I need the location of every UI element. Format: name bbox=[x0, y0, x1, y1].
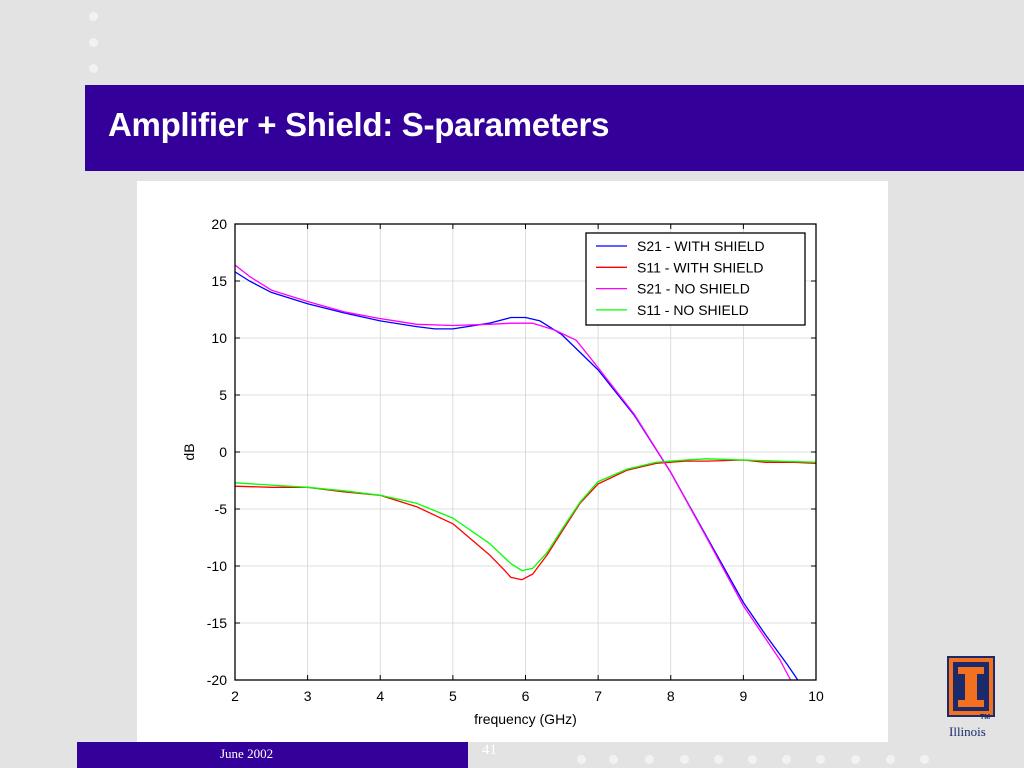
legend-entry: S11 - NO SHIELD bbox=[637, 302, 749, 318]
title-bar bbox=[85, 85, 1024, 171]
x-axis-label: frequency (GHz) bbox=[474, 711, 577, 727]
logo-column-icon bbox=[953, 662, 989, 711]
slide-title: Amplifier + Shield: S-parameters bbox=[108, 106, 610, 143]
x-tick-label: 9 bbox=[739, 688, 747, 704]
y-tick-label: 15 bbox=[211, 273, 227, 289]
y-tick-label: 10 bbox=[211, 330, 227, 346]
decorative-dot bbox=[680, 755, 689, 764]
decorative-dot bbox=[89, 64, 98, 73]
legend: S21 - WITH SHIELD S11 - WITH SHIELD S21 - … bbox=[585, 232, 806, 326]
y-axis-label: dB bbox=[181, 443, 197, 460]
decorative-dot bbox=[816, 755, 825, 764]
y-tick-label: 5 bbox=[219, 387, 227, 403]
legend-entry: S21 - WITH SHIELD bbox=[637, 238, 765, 254]
y-tick-label: -10 bbox=[207, 558, 227, 574]
logo-text: Illinois bbox=[949, 724, 986, 739]
x-tick-label: 7 bbox=[594, 688, 602, 704]
series-line-1 bbox=[235, 271, 799, 680]
decorative-dot bbox=[886, 755, 895, 764]
x-tick-label: 2 bbox=[231, 688, 239, 704]
s-parameter-chart: 2 3 4 5 6 7 8 9 10 20 15 10 5 0 -5 -10 -15 -20 frequency … bbox=[181, 216, 824, 727]
decorative-dot bbox=[89, 38, 98, 47]
decorative-dot bbox=[748, 755, 757, 764]
decorative-dot bbox=[782, 755, 791, 764]
x-tick-label: 4 bbox=[376, 688, 384, 704]
legend-entry: S21 - NO SHIELD bbox=[637, 281, 750, 297]
legend-entry: S11 - WITH SHIELD bbox=[637, 259, 764, 275]
decorative-dot bbox=[609, 755, 618, 764]
y-tick-label: -20 bbox=[207, 672, 227, 688]
y-tick-label: 20 bbox=[211, 216, 227, 232]
y-tick-label: 0 bbox=[219, 444, 227, 460]
plot-panel: 2 3 4 5 6 7 8 9 10 20 15 10 5 0 -5 -10 -15 -20 frequency … bbox=[137, 181, 888, 742]
series-line-4 bbox=[235, 458, 816, 572]
ticks: 2 3 4 5 6 7 8 9 10 20 15 10 5 0 -5 -10 -15 -20 bbox=[207, 216, 824, 704]
x-tick-label: 10 bbox=[808, 688, 824, 704]
logo-trademark: TM bbox=[980, 714, 991, 721]
decorative-dot bbox=[851, 755, 860, 764]
illinois-logo bbox=[947, 656, 995, 717]
decorative-dot bbox=[645, 755, 654, 764]
decorative-dot bbox=[89, 12, 98, 21]
x-tick-label: 5 bbox=[449, 688, 457, 704]
footer-date: June 2002 bbox=[220, 746, 274, 761]
series-lines bbox=[235, 264, 816, 680]
x-tick-label: 6 bbox=[522, 688, 530, 704]
decorative-dot bbox=[920, 755, 929, 764]
column-icon bbox=[958, 667, 984, 707]
y-tick-label: -15 bbox=[207, 615, 227, 631]
decorative-dot bbox=[577, 755, 586, 764]
decorative-dot bbox=[714, 755, 723, 764]
x-tick-label: 3 bbox=[304, 688, 312, 704]
y-tick-label: -5 bbox=[215, 501, 228, 517]
page-number: 41 bbox=[482, 742, 497, 758]
footer-bar bbox=[77, 742, 468, 768]
series-line-3 bbox=[235, 264, 792, 680]
x-tick-label: 8 bbox=[667, 688, 675, 704]
